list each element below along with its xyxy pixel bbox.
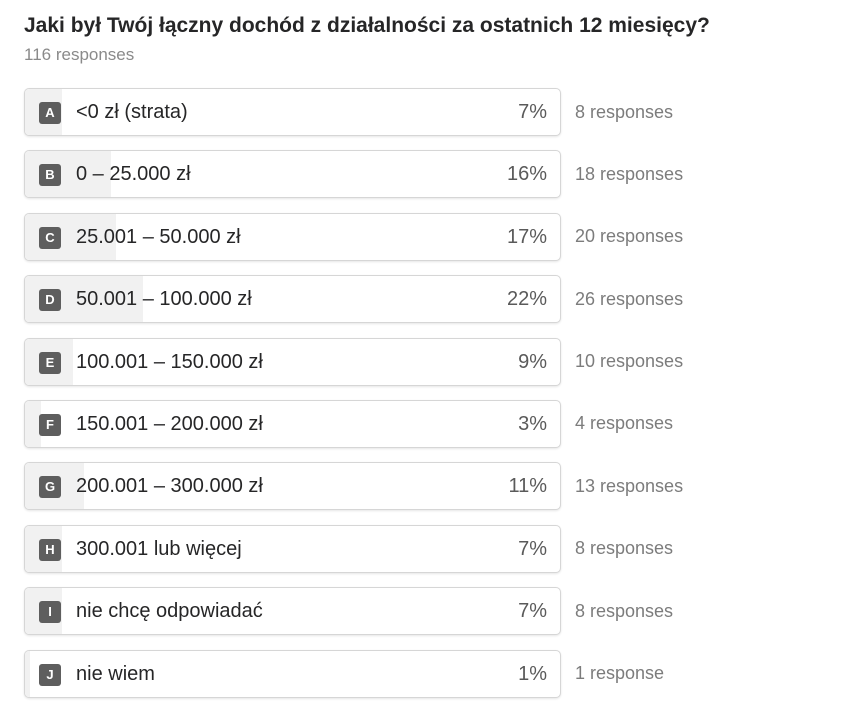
- option-percent-bar: [25, 400, 42, 447]
- option-percent: 9%: [518, 350, 547, 373]
- option-box[interactable]: F 150.001 – 200.000 zł 3%: [24, 399, 561, 448]
- option-label: 50.001 – 100.000 zł: [76, 288, 252, 311]
- option-box[interactable]: E 100.001 – 150.000 zł 9%: [24, 337, 561, 386]
- answer-option-h[interactable]: H 300.001 lub więcej 7% 8 responses: [24, 524, 824, 574]
- option-percent: 22%: [506, 288, 547, 311]
- option-box[interactable]: I nie chcę odpowiadać 7%: [24, 587, 561, 636]
- option-response-count: 10 responses: [575, 351, 684, 372]
- option-percent: 17%: [506, 225, 547, 248]
- option-label: 300.001 lub więcej: [76, 537, 242, 560]
- option-box[interactable]: A <0 zł (strata) 7%: [24, 88, 561, 136]
- option-key-badge: B: [39, 164, 61, 187]
- answer-option-j[interactable]: J nie wiem 1% 1 response: [24, 649, 824, 699]
- answer-options-list: A <0 zł (strata) 7% 8 responses B 0 – 25…: [24, 87, 824, 711]
- question-title: Jaki był Twój łączny dochód z działalnoś…: [24, 14, 710, 37]
- option-response-count: 8 responses: [575, 101, 674, 122]
- option-percent: 7%: [518, 101, 547, 123]
- question-header: Jaki był Twój łączny dochód z działalnoś…: [24, 12, 844, 66]
- option-label: 150.001 – 200.000 zł: [76, 412, 263, 435]
- option-response-count: 13 responses: [575, 475, 684, 496]
- option-key-badge: D: [39, 289, 61, 312]
- answer-option-i[interactable]: I nie chcę odpowiadać 7% 8 responses: [24, 586, 824, 636]
- option-label: 100.001 – 150.000 zł: [76, 350, 263, 373]
- option-percent: 16%: [506, 163, 547, 186]
- option-label: 200.001 – 300.000 zł: [76, 475, 263, 498]
- option-key-badge: H: [39, 538, 61, 561]
- answer-option-f[interactable]: F 150.001 – 200.000 zł 3% 4 responses: [24, 399, 824, 449]
- option-box[interactable]: B 0 – 25.000 zł 16%: [24, 150, 561, 199]
- option-response-count: 26 responses: [575, 288, 684, 309]
- option-response-count: 4 responses: [575, 413, 674, 434]
- option-label: nie wiem: [76, 662, 155, 685]
- total-responses: 116 responses: [24, 45, 135, 64]
- option-box[interactable]: D 50.001 – 100.000 zł 22%: [24, 275, 561, 324]
- option-response-count: 1 response: [575, 663, 665, 684]
- option-percent: 7%: [518, 537, 547, 560]
- answer-option-c[interactable]: C 25.001 – 50.000 zł 17% 20 responses: [24, 212, 824, 262]
- option-key-badge: J: [39, 663, 61, 686]
- option-percent: 7%: [518, 600, 547, 623]
- option-label: <0 zł (strata): [76, 101, 188, 123]
- answer-option-b[interactable]: B 0 – 25.000 zł 16% 18 responses: [24, 149, 824, 199]
- option-response-count: 8 responses: [575, 600, 674, 621]
- option-box[interactable]: J nie wiem 1%: [24, 649, 561, 698]
- option-percent: 11%: [508, 475, 547, 498]
- option-response-count: 20 responses: [575, 226, 684, 247]
- option-key-badge: I: [39, 601, 61, 624]
- option-response-count: 8 responses: [575, 538, 674, 559]
- option-percent: 1%: [518, 662, 547, 685]
- option-percent-bar: [25, 650, 31, 697]
- option-box[interactable]: G 200.001 – 300.000 zł 11%: [24, 462, 561, 511]
- option-box[interactable]: H 300.001 lub więcej 7%: [24, 524, 561, 573]
- answer-option-a[interactable]: A <0 zł (strata) 7% 8 responses: [24, 87, 824, 137]
- option-response-count: 18 responses: [575, 163, 684, 184]
- option-key-badge: A: [39, 102, 61, 124]
- option-key-badge: C: [39, 226, 61, 249]
- option-label: 0 – 25.000 zł: [76, 163, 191, 186]
- option-label: 25.001 – 50.000 zł: [76, 225, 241, 248]
- answer-option-g[interactable]: G 200.001 – 300.000 zł 11% 13 responses: [24, 461, 824, 511]
- option-box[interactable]: C 25.001 – 50.000 zł 17%: [24, 212, 561, 261]
- option-key-badge: F: [39, 413, 61, 436]
- answer-option-e[interactable]: E 100.001 – 150.000 zł 9% 10 responses: [24, 337, 824, 387]
- option-key-badge: E: [39, 351, 61, 374]
- option-label: nie chcę odpowiadać: [76, 600, 263, 623]
- option-key-badge: G: [39, 476, 61, 499]
- answer-option-d[interactable]: D 50.001 – 100.000 zł 22% 26 responses: [24, 274, 824, 324]
- option-percent: 3%: [518, 412, 547, 435]
